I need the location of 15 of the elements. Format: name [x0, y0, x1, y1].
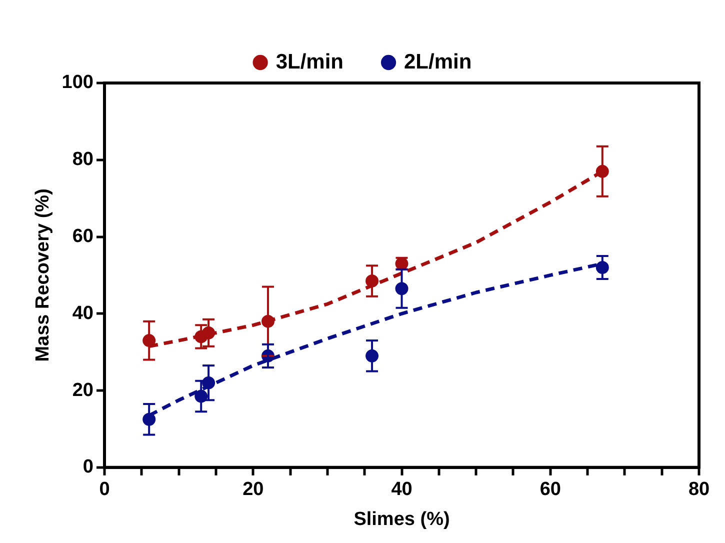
y-tick-label: 0 — [82, 456, 94, 478]
x-tick-label: 40 — [391, 479, 412, 500]
y-tick-label: 20 — [72, 380, 94, 401]
x-axis-title: Slimes (%) — [354, 508, 450, 530]
x-tick-label: 0 — [99, 479, 110, 500]
y-tick-label: 80 — [72, 149, 94, 170]
legend-label: 2L/min — [404, 50, 472, 74]
x-tick-label: 60 — [540, 479, 561, 500]
y-tick-label: 40 — [72, 302, 94, 324]
legend-label: 3L/min — [276, 50, 344, 74]
y-axis-title: Mass Recovery (%) — [32, 188, 54, 362]
y-tick-label: 100 — [62, 72, 94, 94]
x-tick-label: 80 — [688, 479, 710, 500]
y-tick-label: 60 — [72, 226, 94, 247]
x-tick-label: 20 — [242, 479, 264, 500]
